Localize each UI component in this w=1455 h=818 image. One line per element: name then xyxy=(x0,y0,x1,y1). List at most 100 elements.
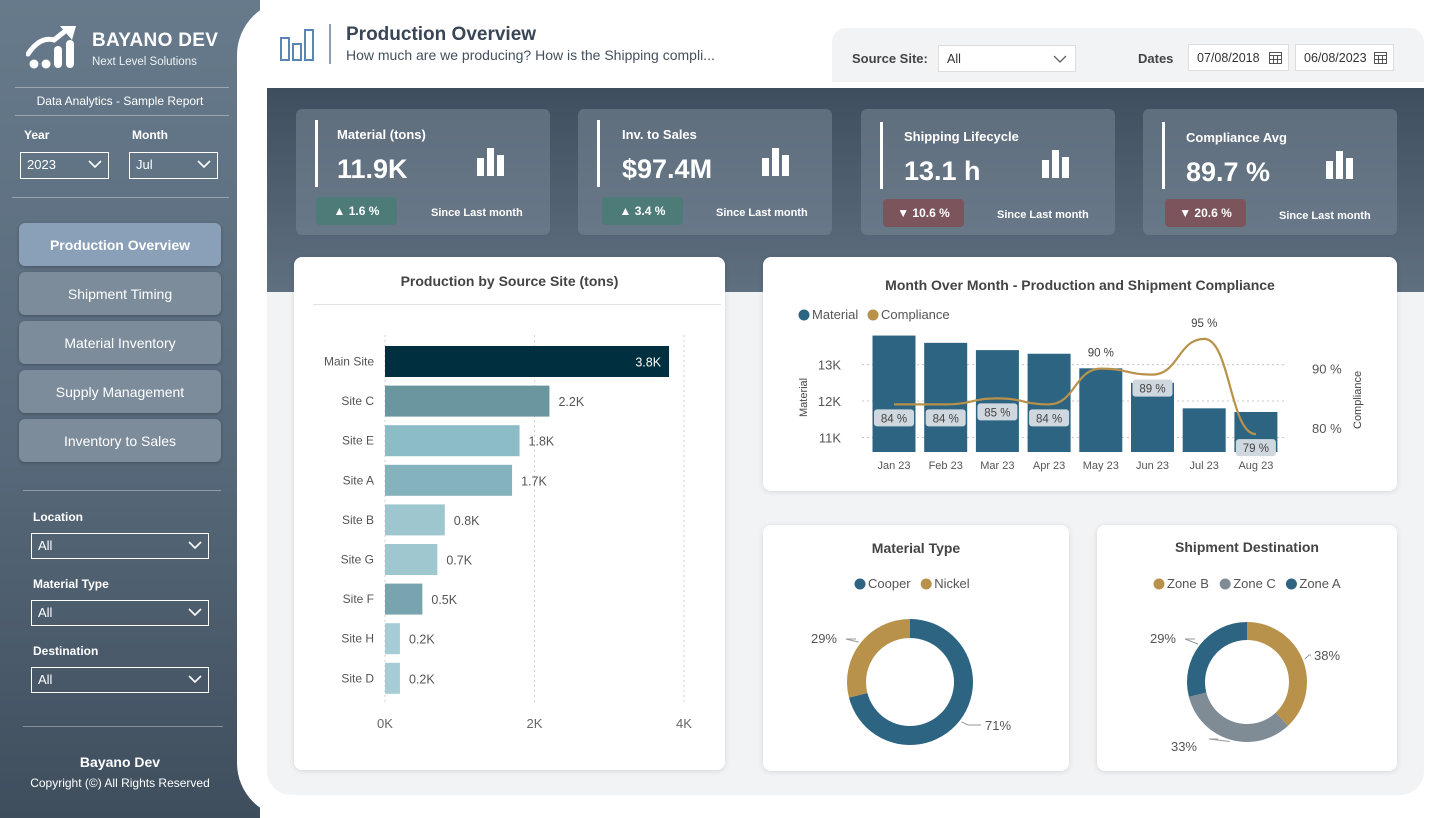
nav-inventory-to-sales[interactable]: Inventory to Sales xyxy=(19,419,221,462)
brand-name: BAYANO DEV xyxy=(92,30,219,51)
kpi-card-compliance-avg: Compliance Avg 89.7 % ▼ 20.6 % Since Las… xyxy=(1143,109,1397,235)
end-date-value: 06/08/2023 xyxy=(1304,51,1367,65)
kpi-since-label: Since Last month xyxy=(1279,210,1371,222)
legend-label: Cooper xyxy=(868,576,911,591)
source-site-label: Source Site: xyxy=(852,51,928,66)
label-background xyxy=(925,409,966,427)
year-value: 2023 xyxy=(27,157,56,172)
year-select[interactable]: 2023 xyxy=(20,152,109,179)
kpi-value: $97.4M xyxy=(622,154,713,184)
legend-label: Zone B xyxy=(1167,576,1209,591)
location-select[interactable]: All xyxy=(31,533,209,559)
chevron-down-icon xyxy=(197,160,211,169)
x-tick-label: May 23 xyxy=(1083,460,1119,472)
data-label: 0.2K xyxy=(409,633,435,647)
label-background xyxy=(874,409,914,427)
nav-shipment-timing[interactable]: Shipment Timing xyxy=(19,272,221,315)
month-select[interactable]: Jul xyxy=(129,152,218,179)
calendar-icon[interactable] xyxy=(1269,51,1282,64)
compliance-data-label: 95 % xyxy=(1191,318,1217,330)
nav-supply-management[interactable]: Supply Management xyxy=(19,370,221,413)
nav-production-overview[interactable]: Production Overview xyxy=(19,223,221,266)
bar-site-e xyxy=(385,425,520,457)
kpi-accent-bar xyxy=(880,122,883,189)
end-date-field[interactable]: 06/08/2023 xyxy=(1295,44,1394,71)
legend-label: Zone A xyxy=(1299,576,1341,591)
divider xyxy=(15,115,229,116)
category-label: Site A xyxy=(343,473,374,487)
leader-line xyxy=(1184,638,1199,645)
x-tick-label: Mar 23 xyxy=(980,460,1014,472)
month-value: Jul xyxy=(136,157,153,172)
kpi-label: Shipping Lifecycle xyxy=(904,129,1019,144)
nav-material-inventory[interactable]: Material Inventory xyxy=(19,321,221,364)
data-label: 2.2K xyxy=(558,395,584,409)
donut-slice-zone-c xyxy=(1188,692,1289,742)
bar-material xyxy=(1182,408,1226,452)
kpi-since-label: Since Last month xyxy=(997,209,1089,221)
location-label: Location xyxy=(33,510,83,524)
report-subtitle: Data Analytics - Sample Report xyxy=(36,94,204,108)
leader-line xyxy=(1304,654,1311,660)
logo-icon xyxy=(26,26,76,69)
compliance-data-label: 79 % xyxy=(1243,443,1269,455)
chevron-down-icon xyxy=(88,160,102,169)
destination-select[interactable]: All xyxy=(31,667,209,693)
compliance-data-label: 89 % xyxy=(1139,384,1165,396)
chevron-down-icon xyxy=(1053,55,1067,63)
title-divider xyxy=(329,24,331,64)
divider xyxy=(12,197,229,198)
y-tick-label: 12K xyxy=(818,394,841,409)
source-site-select[interactable]: All xyxy=(938,45,1076,72)
category-label: Site F xyxy=(343,592,374,606)
production-by-site-chart: 0K 2K 4K Main Site 3.8K Site C 2.2K Site E 1.8K S… xyxy=(324,335,692,731)
label-background xyxy=(1132,379,1173,397)
bar-material xyxy=(924,342,968,452)
destination-value: All xyxy=(38,672,53,687)
leader-line xyxy=(1208,738,1230,743)
label-background xyxy=(1029,409,1070,427)
kpi-label: Compliance Avg xyxy=(1186,130,1287,145)
y-tick-label: 11K xyxy=(819,430,841,445)
calendar-icon[interactable] xyxy=(1374,51,1387,64)
chevron-down-icon xyxy=(188,675,202,684)
y2-tick-label: 90 % xyxy=(1312,362,1342,377)
leader-line xyxy=(845,638,859,643)
legend-marker xyxy=(1153,578,1165,590)
bar-site-c xyxy=(385,385,550,417)
divider xyxy=(23,490,221,491)
compliance-data-label: 84 % xyxy=(1036,413,1062,425)
donut-slice-zone-b xyxy=(1247,622,1307,726)
chevron-down-icon xyxy=(188,608,202,617)
donut-slice-nickel xyxy=(847,619,910,698)
y-tick-label: 13K xyxy=(818,358,841,373)
x-tick-label: Jul 23 xyxy=(1190,460,1219,472)
slice-label: 71% xyxy=(985,718,1011,733)
kpi-value: 13.1 h xyxy=(904,156,981,186)
start-date-value: 07/08/2018 xyxy=(1197,51,1260,65)
slice-label: 29% xyxy=(1150,631,1176,646)
start-date-field[interactable]: 07/08/2018 xyxy=(1188,44,1289,71)
bar-chart-icon xyxy=(280,29,314,61)
bar-chart-icon xyxy=(477,148,504,176)
donut-slice-cooper xyxy=(848,619,973,745)
kpi-accent-bar xyxy=(315,120,318,187)
legend-marker xyxy=(854,578,866,590)
material-type-select[interactable]: All xyxy=(31,600,209,626)
slice-label: 29% xyxy=(811,631,837,646)
mom-card: Month Over Month - Production and Shipme… xyxy=(763,257,1397,491)
bar-material xyxy=(975,350,1019,452)
shipment-destination-chart: Zone B Zone C Zone A 38% 33% 29% xyxy=(1150,576,1341,754)
kpi-change-badge: ▼ 20.6 % xyxy=(1165,199,1246,227)
year-label: Year xyxy=(24,128,50,142)
label-background xyxy=(977,403,1018,421)
kpi-card-material: Material (tons) 11.9K ▲ 1.6 % Since Last… xyxy=(296,109,550,235)
bar-site-h xyxy=(385,623,400,655)
brand-tagline: Next Level Solutions xyxy=(92,56,197,68)
x-tick-label: Feb 23 xyxy=(929,460,963,472)
destination-label: Destination xyxy=(33,644,99,658)
source-site-value: All xyxy=(947,52,961,66)
divider xyxy=(15,87,229,88)
y2-tick-label: 80 % xyxy=(1312,421,1342,436)
kpi-value: 11.9K xyxy=(337,154,408,184)
